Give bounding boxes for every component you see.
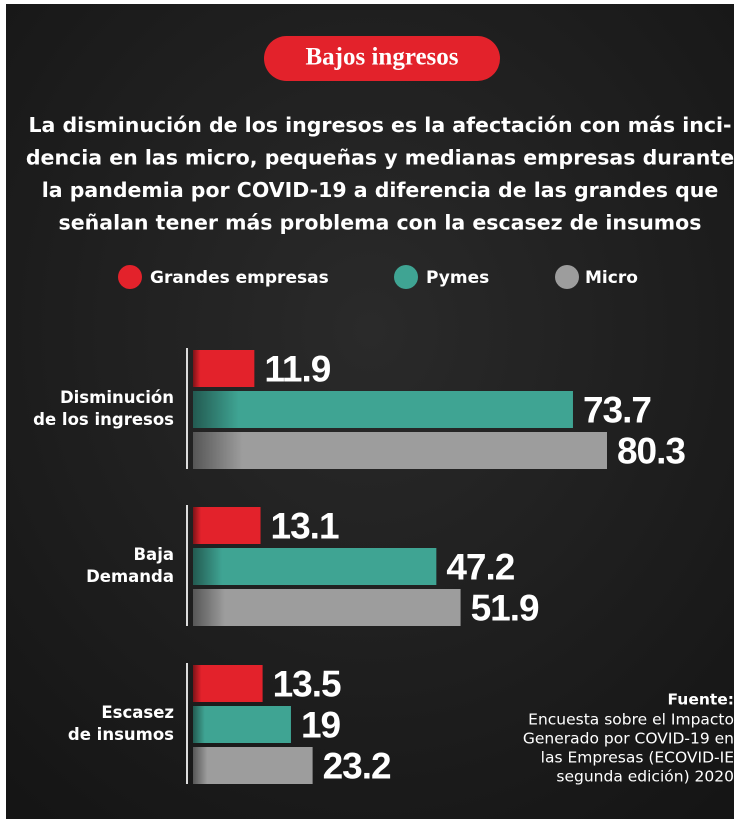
bar-shade bbox=[193, 507, 261, 544]
value-label: 13.1 bbox=[271, 505, 339, 546]
bar-shade bbox=[193, 548, 437, 585]
bar-shade bbox=[193, 747, 313, 784]
source-text: Generado por COVID-19 en bbox=[523, 730, 734, 748]
category-label: Escasez bbox=[101, 703, 174, 722]
value-label: 80.3 bbox=[617, 430, 685, 471]
source-text: las Empresas (ECOVID-IE bbox=[541, 749, 734, 767]
subtitle: La disminución de los ingresos es la afe… bbox=[28, 113, 731, 137]
value-label: 19 bbox=[301, 704, 341, 745]
title-pill bbox=[264, 36, 500, 81]
value-label: 51.9 bbox=[471, 587, 539, 628]
bar-shade bbox=[193, 706, 291, 743]
value-label: 11.9 bbox=[264, 348, 330, 389]
legend-label: Pymes bbox=[426, 268, 489, 288]
legend-label: Grandes empresas bbox=[150, 268, 329, 288]
value-label: 13.5 bbox=[273, 663, 341, 704]
source-text: Encuesta sobre el Impacto bbox=[528, 711, 734, 729]
value-label: 47.2 bbox=[446, 546, 514, 587]
subtitle: dencia en las micro, pequeñas y medianas… bbox=[26, 146, 734, 170]
subtitle: la pandemia por COVID-19 a diferencia de… bbox=[42, 178, 719, 202]
category-label: Baja bbox=[133, 545, 174, 564]
bar-shade bbox=[193, 432, 607, 469]
bar-shade bbox=[193, 391, 573, 428]
bar-shade bbox=[193, 665, 263, 702]
legend-swatch bbox=[118, 265, 142, 289]
bar-shade bbox=[193, 350, 255, 387]
category-label: de insumos bbox=[68, 725, 174, 744]
category-label: Demanda bbox=[86, 567, 174, 586]
chart-title: Bajos ingresos bbox=[305, 44, 458, 71]
source-text: segunda edición) 2020 bbox=[556, 768, 734, 786]
category-label: de los ingresos bbox=[33, 410, 174, 429]
value-label: 73.7 bbox=[583, 389, 651, 430]
subtitle: señalan tener más problema con la escase… bbox=[59, 211, 702, 235]
source-label: Fuente: bbox=[667, 691, 734, 709]
legend-swatch bbox=[394, 265, 418, 289]
bar-shade bbox=[193, 589, 461, 626]
value-label: 23.2 bbox=[323, 745, 391, 786]
legend-label: Micro bbox=[585, 268, 638, 288]
category-label: Disminución bbox=[60, 388, 174, 407]
legend-swatch bbox=[555, 265, 579, 289]
